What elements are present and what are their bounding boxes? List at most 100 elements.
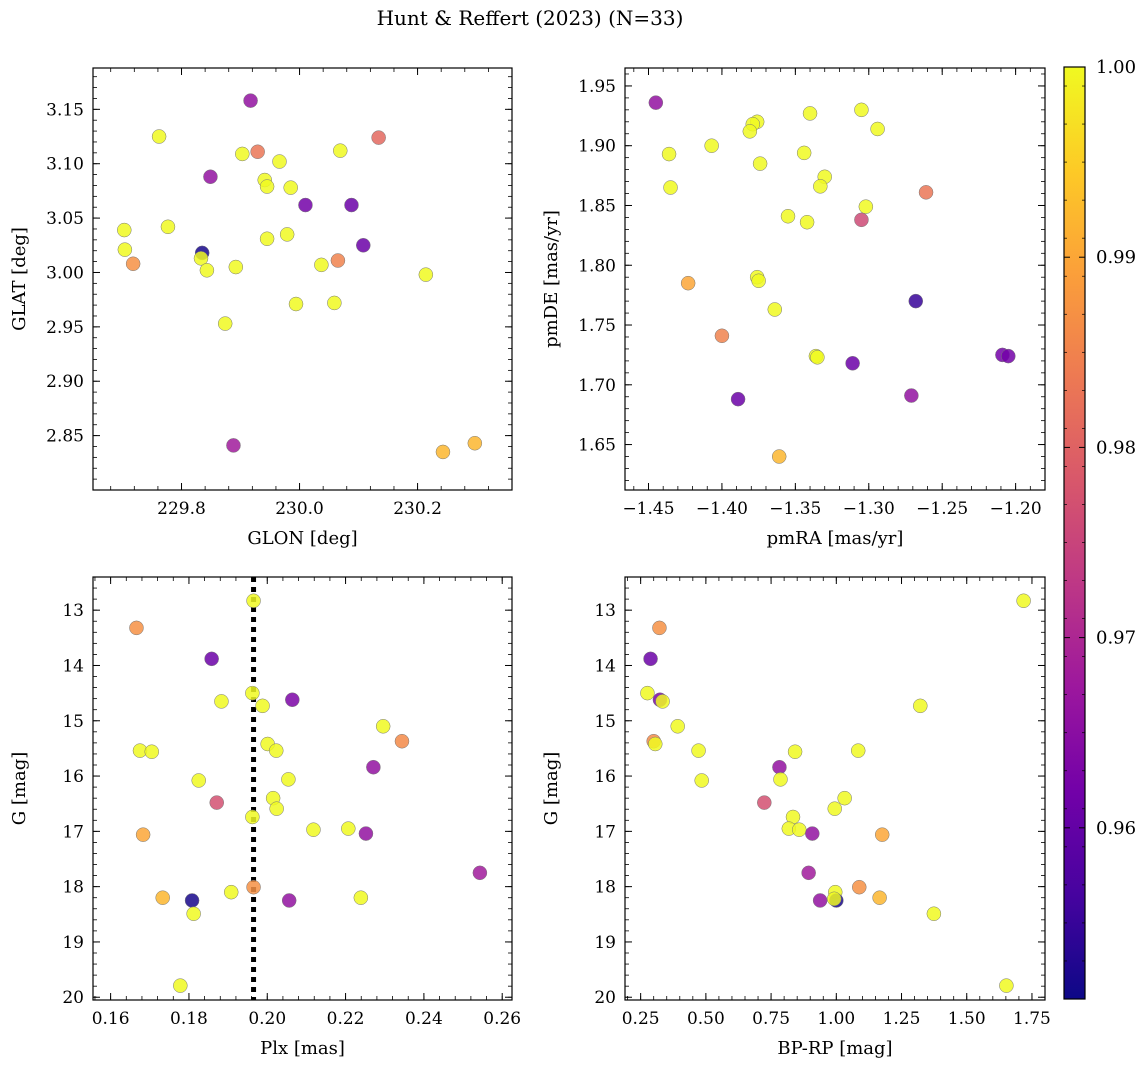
y-tick-label: 14	[62, 656, 84, 676]
scatter-point	[661, 146, 677, 162]
y-tick-label: 1.75	[578, 316, 616, 336]
scatter-point	[467, 435, 483, 451]
scatter-point	[243, 93, 258, 108]
scatter-point	[810, 350, 825, 365]
scatter-point	[250, 144, 265, 159]
y-axis-label: G [mag]	[9, 752, 30, 825]
x-tick-label: 230.2	[393, 499, 442, 519]
x-axis-label: GLON [deg]	[247, 528, 357, 549]
scatter-point	[155, 890, 170, 905]
y-tick-label: 3.15	[46, 100, 84, 120]
y-tick-label: 15	[62, 712, 84, 732]
scatter-point	[813, 179, 828, 194]
scatter-point	[235, 146, 250, 162]
scatter-point	[850, 743, 866, 758]
y-tick-label: 1.70	[578, 376, 616, 396]
colorbar-gradient	[1063, 66, 1086, 1000]
axes-frame	[624, 67, 1046, 491]
scatter-point	[358, 826, 374, 841]
y-tick-label: 20	[594, 988, 616, 1008]
scatter-point	[327, 295, 342, 311]
scatter-point	[151, 129, 167, 144]
x-tick-label: 1.25	[883, 1009, 921, 1029]
scatter-point	[341, 821, 356, 836]
x-tick-label: −1.30	[843, 499, 895, 519]
x-tick-label: −1.25	[916, 499, 968, 519]
y-tick-label: 3.05	[46, 209, 84, 229]
scatter-point	[418, 267, 434, 282]
scatter-point	[874, 827, 890, 842]
y-tick-label: 2.95	[46, 318, 84, 338]
y-tick-label: 18	[594, 878, 616, 898]
y-tick-label: 3.10	[46, 155, 84, 175]
x-tick-label: 0.18	[170, 1009, 208, 1029]
scatter-point	[269, 801, 284, 816]
scatter-point	[663, 180, 678, 195]
scatter-point	[144, 744, 159, 759]
y-tick-label: 2.90	[46, 372, 84, 392]
y-tick-label: 20	[62, 988, 84, 1008]
scatter-point	[191, 773, 206, 788]
scatter-point	[773, 772, 788, 787]
scatter-point	[670, 719, 685, 734]
axes-frame	[624, 576, 1046, 1001]
scatter-point	[714, 328, 730, 344]
scatter-point	[435, 444, 451, 460]
scatter-point	[730, 391, 746, 407]
scatter-point	[117, 222, 132, 238]
scatter-point	[854, 212, 869, 228]
scatter-point	[680, 275, 696, 291]
scatter-point	[652, 620, 667, 636]
colorbar-tick-label: 0.99	[1096, 247, 1136, 268]
scatter-point	[796, 145, 812, 161]
scatter-point	[926, 906, 942, 921]
scatter-point	[852, 879, 867, 895]
y-tick-label: 16	[62, 767, 84, 787]
scatter-point	[655, 694, 670, 709]
scatter-point	[269, 743, 284, 758]
scatter-point	[908, 293, 924, 309]
scatter-point	[643, 651, 658, 667]
colorbar-tick-label: 0.98	[1096, 437, 1136, 458]
scatter-point	[691, 743, 706, 758]
y-tick-label: 17	[594, 822, 616, 842]
y-tick-label: 13	[594, 601, 616, 621]
axes-frame	[92, 576, 513, 1001]
y-tick-label: 18	[62, 878, 84, 898]
scatter-point	[792, 822, 807, 837]
scatter-point	[245, 685, 260, 701]
y-tick-label: 19	[62, 933, 84, 953]
scatter-point	[272, 154, 287, 169]
scatter-point	[281, 772, 296, 787]
scatter-point	[199, 263, 215, 278]
x-tick-label: 0.75	[752, 1009, 790, 1029]
scatter-point	[394, 733, 410, 749]
scatter-point	[279, 227, 295, 242]
y-tick-label: 1.85	[578, 196, 616, 216]
y-tick-label: 13	[62, 601, 84, 621]
scatter-point	[259, 179, 275, 194]
scatter-point	[193, 251, 209, 266]
x-tick-label: 1.00	[817, 1009, 855, 1029]
scatter-point	[913, 698, 928, 714]
x-tick-label: −1.20	[990, 499, 1042, 519]
scatter-point	[298, 197, 313, 213]
scatter-point	[771, 449, 787, 464]
scatter-point	[780, 208, 796, 224]
scatter-point	[805, 826, 820, 841]
x-tick-label: 0.20	[248, 1009, 286, 1029]
y-axis-label: pmDE [mas/yr]	[541, 210, 562, 348]
axes-frame	[92, 67, 513, 491]
scatter-point	[333, 143, 348, 158]
scatter-point	[203, 169, 218, 185]
scatter-point	[772, 759, 787, 775]
colorbar-tick-label: 1.00	[1096, 57, 1136, 78]
scatter-point	[246, 879, 261, 895]
scatter-point	[640, 685, 655, 701]
x-tick-label: 0.50	[687, 1009, 725, 1029]
scatter-point	[217, 316, 233, 331]
scatter-point	[767, 302, 783, 317]
colorbar-tick-label: 0.96	[1096, 818, 1136, 839]
scatter-point	[281, 893, 297, 908]
scatter-point	[259, 231, 275, 247]
